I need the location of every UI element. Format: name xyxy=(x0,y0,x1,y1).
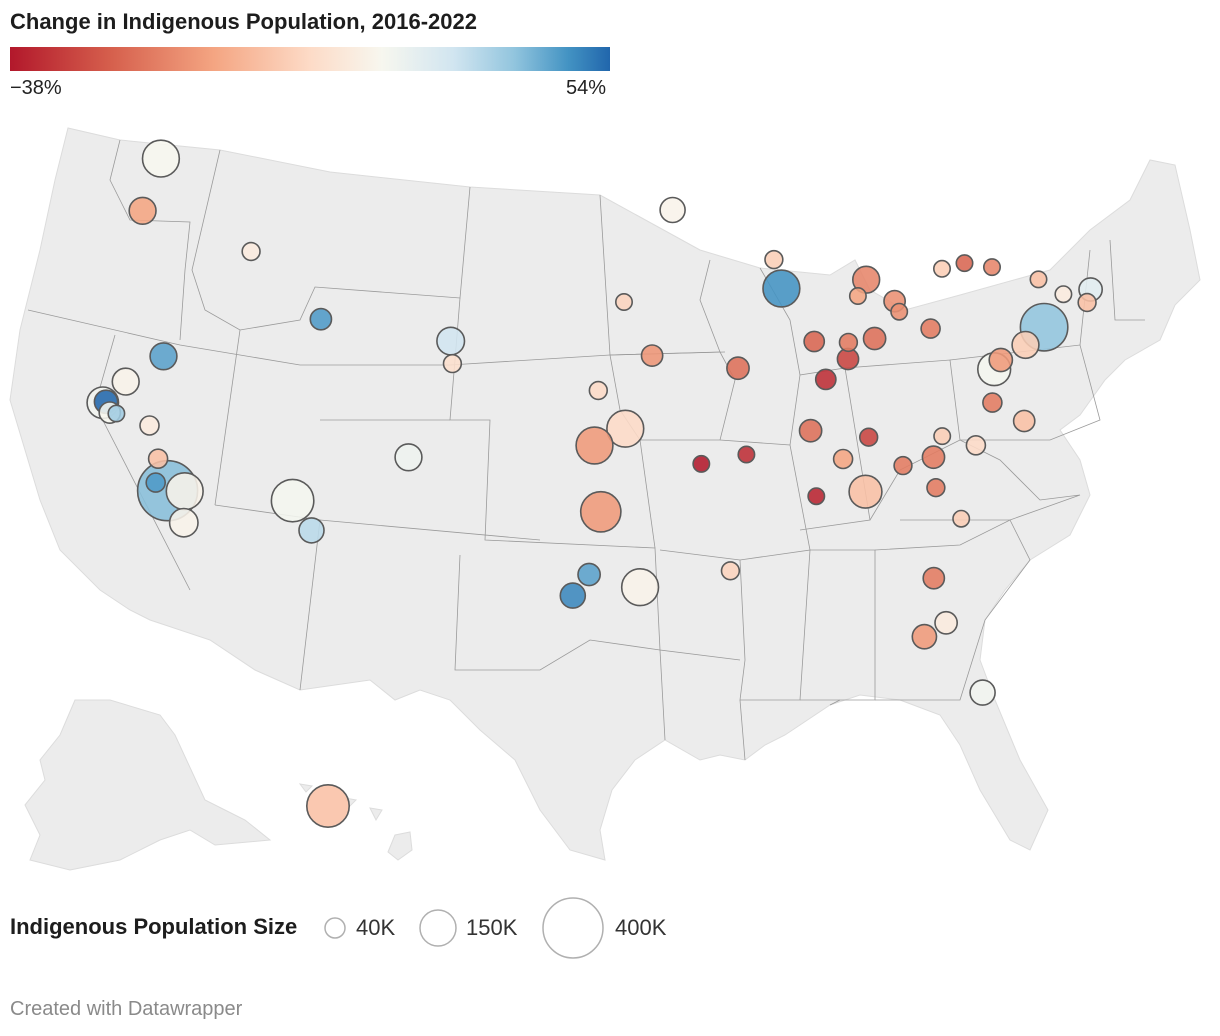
hawaii-shape xyxy=(298,783,413,861)
city-bubble[interactable] xyxy=(149,342,178,371)
city-bubble[interactable] xyxy=(165,472,204,511)
color-scale-bar xyxy=(10,47,610,71)
city-bubbles xyxy=(86,139,1104,828)
city-bubble[interactable] xyxy=(965,434,987,456)
chart-title: Change in Indigenous Population, 2016-20… xyxy=(10,9,477,34)
city-bubble[interactable] xyxy=(559,582,587,609)
city-bubble[interactable] xyxy=(832,448,854,470)
city-bubble[interactable] xyxy=(692,454,711,473)
city-bubble[interactable] xyxy=(955,254,974,273)
city-bubble[interactable] xyxy=(1077,292,1097,313)
city-bubble[interactable] xyxy=(893,455,913,476)
city-bubble[interactable] xyxy=(241,241,261,262)
city-bubble[interactable] xyxy=(807,487,826,506)
city-bubble[interactable] xyxy=(862,326,887,351)
city-bubble[interactable] xyxy=(309,307,333,331)
city-bubble[interactable] xyxy=(952,509,971,528)
city-bubble[interactable] xyxy=(848,286,867,305)
city-bubble[interactable] xyxy=(982,392,1003,413)
city-bubble[interactable] xyxy=(982,258,1001,277)
size-legend-item-large: 400K xyxy=(541,890,666,970)
city-bubble[interactable] xyxy=(720,561,741,581)
city-bubble[interactable] xyxy=(436,326,466,356)
city-bubble[interactable] xyxy=(107,404,126,423)
city-bubble[interactable] xyxy=(926,478,946,498)
city-bubble[interactable] xyxy=(921,445,946,470)
city-bubble[interactable] xyxy=(988,347,1014,373)
city-bubble[interactable] xyxy=(1012,409,1036,433)
city-bubble[interactable] xyxy=(890,302,909,321)
city-bubble[interactable] xyxy=(588,380,608,401)
city-bubble[interactable] xyxy=(814,368,837,391)
city-bubble[interactable] xyxy=(620,567,660,607)
city-bubble[interactable] xyxy=(726,356,750,381)
city-bubble[interactable] xyxy=(305,783,350,828)
city-bubble[interactable] xyxy=(614,292,633,311)
city-bubble[interactable] xyxy=(141,139,181,178)
state-borders xyxy=(27,139,1145,761)
city-bubble[interactable] xyxy=(394,443,423,472)
size-legend-item-small: 40K xyxy=(324,890,395,970)
city-bubble[interactable] xyxy=(577,562,602,587)
size-legend-label-large: 400K xyxy=(615,915,667,940)
size-legend-circle-small xyxy=(324,917,346,939)
city-bubble[interactable] xyxy=(145,472,166,493)
credit-text: Created with Datawrapper xyxy=(10,998,243,1020)
city-bubble[interactable] xyxy=(933,427,952,446)
city-bubble[interactable] xyxy=(803,330,826,353)
city-bubble[interactable] xyxy=(575,426,614,465)
city-bubble[interactable] xyxy=(147,448,169,470)
size-legend-label-small: 40K xyxy=(356,915,396,940)
size-legend-circle-large xyxy=(542,897,604,959)
city-bubble[interactable] xyxy=(1029,270,1048,289)
city-bubble[interactable] xyxy=(1054,285,1073,304)
size-legend-item-medium: 150K xyxy=(418,890,517,970)
city-bubble[interactable] xyxy=(764,249,784,270)
color-scale-min-label: −38% xyxy=(10,77,62,99)
city-bubble[interactable] xyxy=(920,318,941,339)
size-legend-label-medium: 150K xyxy=(466,915,518,940)
city-bubble[interactable] xyxy=(838,332,859,353)
city-bubble[interactable] xyxy=(579,490,622,533)
size-legend-title: Indigenous Population Size xyxy=(10,914,298,939)
city-bubble[interactable] xyxy=(270,478,315,523)
city-bubble[interactable] xyxy=(128,196,157,226)
city-bubble[interactable] xyxy=(969,679,996,706)
city-bubble[interactable] xyxy=(298,517,325,544)
city-bubble[interactable] xyxy=(139,415,160,436)
city-bubble[interactable] xyxy=(737,445,756,464)
city-bubble[interactable] xyxy=(848,474,883,509)
size-legend: Indigenous Population Size 40K 150K 400K xyxy=(0,890,1220,970)
city-bubble[interactable] xyxy=(922,566,946,590)
us-map xyxy=(9,127,1201,871)
city-bubble[interactable] xyxy=(858,427,879,447)
city-bubble[interactable] xyxy=(111,367,140,396)
color-scale-max-label: 54% xyxy=(566,77,607,99)
city-bubble[interactable] xyxy=(640,344,664,368)
city-bubble[interactable] xyxy=(934,610,959,635)
alaska-shape xyxy=(24,699,272,871)
city-bubble[interactable] xyxy=(168,507,199,538)
city-bubble[interactable] xyxy=(442,353,463,374)
city-bubble[interactable] xyxy=(606,409,645,448)
city-bubble[interactable] xyxy=(762,269,801,308)
size-legend-circle-medium xyxy=(419,909,457,947)
city-bubble[interactable] xyxy=(1011,330,1040,360)
city-bubble[interactable] xyxy=(659,196,686,224)
city-bubble[interactable] xyxy=(798,418,823,443)
city-bubble[interactable] xyxy=(911,623,938,650)
city-bubble[interactable] xyxy=(932,259,951,278)
